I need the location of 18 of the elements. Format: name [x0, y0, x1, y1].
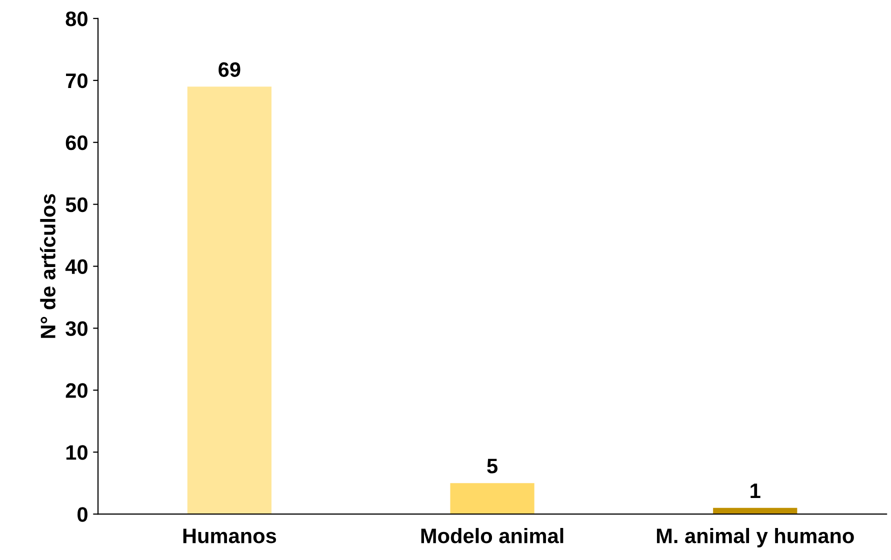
x-tick-label: Modelo animal: [421, 528, 564, 544]
y-tick-label: 40: [65, 259, 88, 274]
y-tick-label: 30: [66, 321, 88, 336]
x-tick-label: M. animal y humano: [656, 528, 854, 548]
y-tick-label: 20: [66, 383, 88, 398]
y-tick-label: 80: [66, 11, 88, 26]
y-tick-label: 10: [66, 445, 88, 460]
y-tick-label: 60: [66, 135, 88, 150]
y-tick-label: 50: [66, 197, 88, 212]
x-tick-label: Humanos: [183, 528, 276, 544]
bar: [187, 86, 272, 514]
y-tick-label: 70: [66, 73, 88, 88]
data-label: 5: [487, 458, 498, 474]
data-label: 1: [750, 484, 760, 498]
y-axis-title: N° de artículos: [40, 194, 56, 338]
bar: [450, 483, 534, 514]
y-tick-label: 0: [78, 507, 88, 522]
data-label: 69: [218, 62, 240, 77]
